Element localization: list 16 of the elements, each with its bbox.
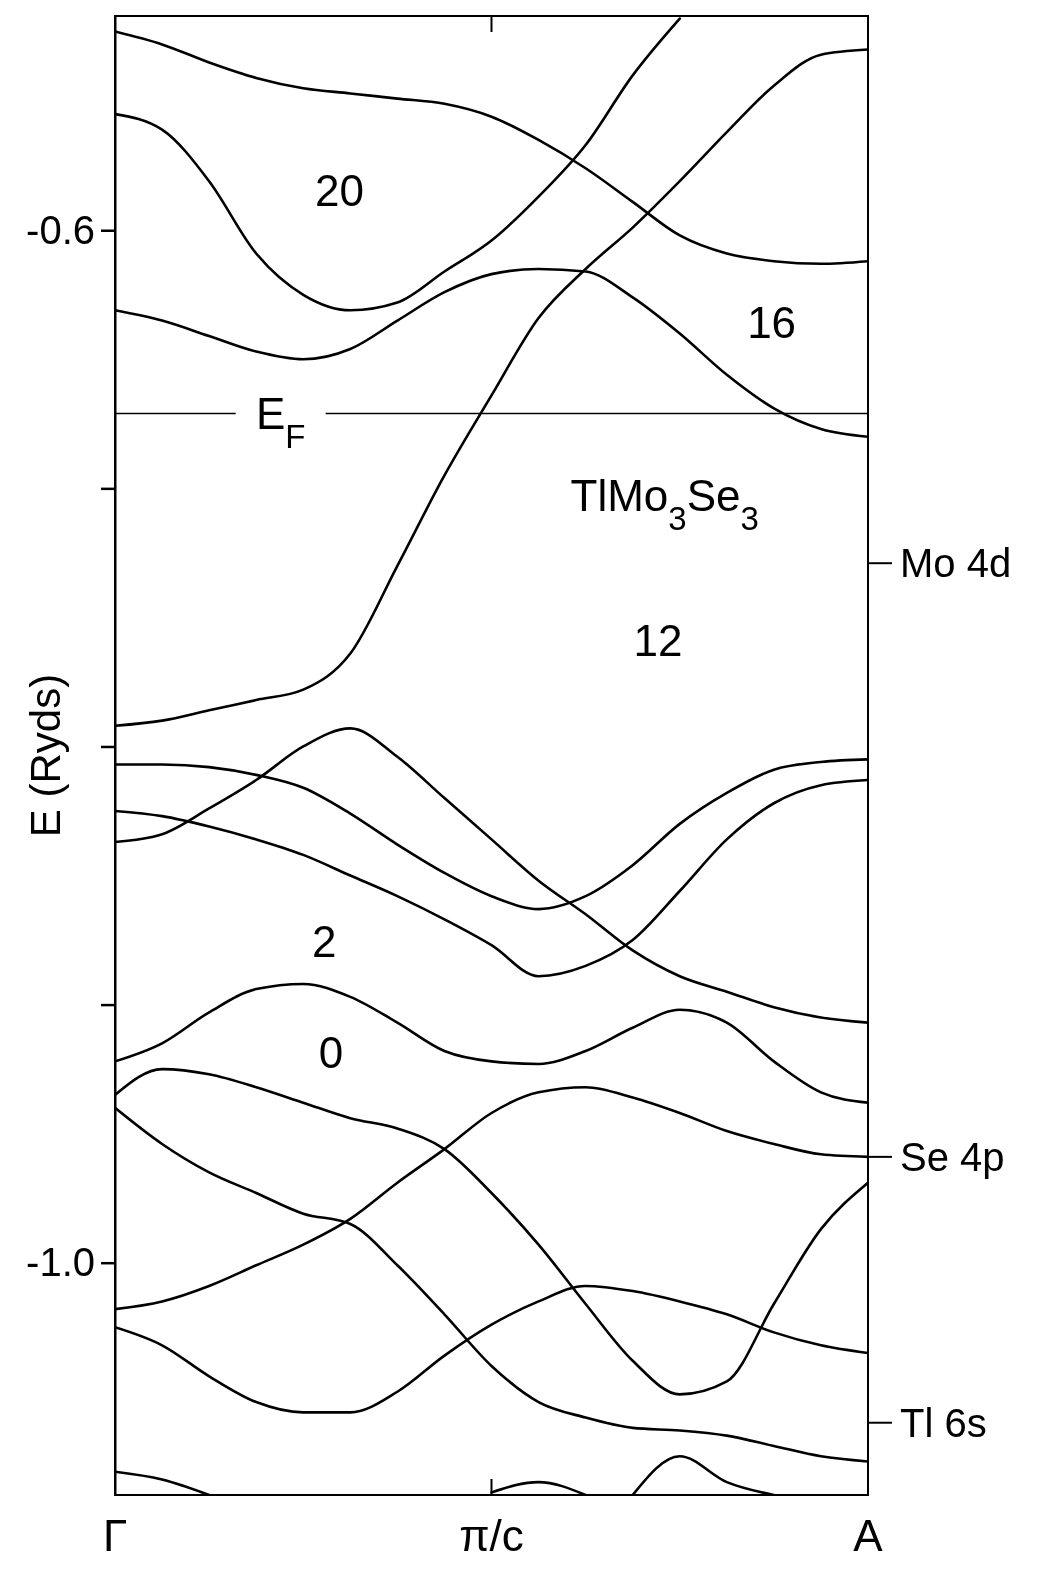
ref-line-label: E$_{F}$ [255, 389, 306, 455]
y-tick-label: -0.6 [26, 207, 95, 252]
y-axis-title: E (Ryds) [22, 673, 69, 838]
ref-line-label: Se 4p [900, 1134, 1005, 1179]
annotation: 0 [318, 1028, 344, 1078]
ref-line-label: Tl 6s [900, 1400, 987, 1445]
y-tick-label: -1.0 [26, 1240, 95, 1284]
annotation: 12 [633, 615, 683, 665]
text: TlMo$_{3}$Se$_{3}$ [570, 471, 759, 537]
x-tick-label: A [853, 1511, 884, 1560]
x-tick-label: Γ [102, 1511, 128, 1560]
ref-line-label: Mo 4d [900, 541, 1012, 586]
annotation: 2 [312, 917, 337, 967]
annotation: 16 [747, 297, 797, 347]
annotation: 20 [314, 165, 364, 215]
x-tick-label: π/c [459, 1511, 524, 1560]
